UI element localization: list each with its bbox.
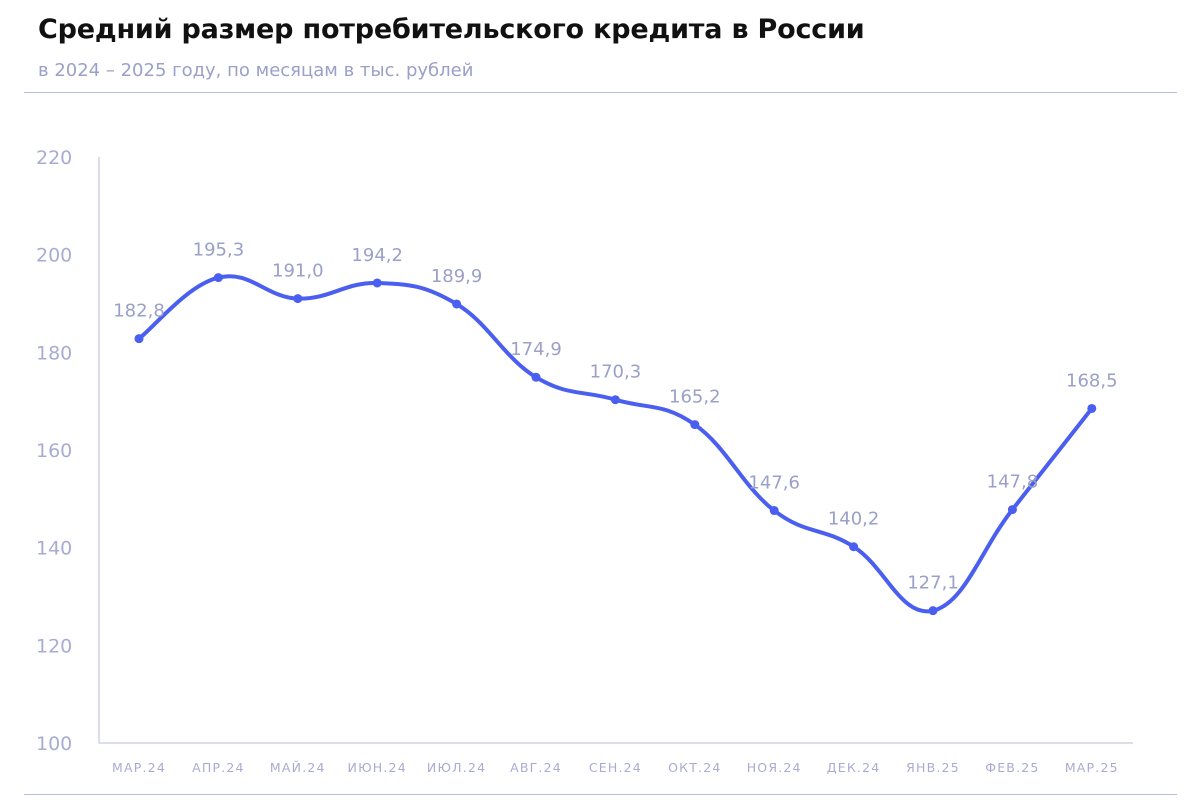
- data-point: [213, 273, 223, 283]
- x-tick-label: ИЮН.24: [348, 760, 407, 775]
- data-label: 182,8: [113, 301, 165, 322]
- chart-subtitle: в 2024 – 2025 году, по месяцам в тыс. ру…: [38, 60, 474, 81]
- chart-title: Средний размер потребительского кредита …: [38, 14, 865, 45]
- x-tick-label: НОЯ.24: [747, 760, 802, 775]
- y-axis: 100 120 140 160 180 200 220: [36, 147, 100, 755]
- data-label: 195,3: [193, 240, 245, 261]
- x-tick-label: ФЕВ.25: [985, 760, 1039, 775]
- data-point: [610, 395, 620, 405]
- x-tick-label: ЯНВ.25: [906, 760, 960, 775]
- data-label: 191,0: [272, 261, 324, 282]
- data-label: 194,2: [351, 245, 403, 266]
- data-label: 127,1: [907, 573, 959, 594]
- series-line: [137, 274, 1094, 614]
- x-tick-label: МАР.25: [1065, 760, 1119, 775]
- y-tick-label: 100: [36, 733, 72, 755]
- x-tick-label: ИЮЛ.24: [427, 760, 486, 775]
- y-tick-label: 220: [36, 147, 72, 169]
- x-tick-label: ОКТ.24: [668, 760, 721, 775]
- data-labels: 182,8 195,3 191,0 194,2 189,9 174,9 170,3 165,2…: [113, 240, 1117, 594]
- data-label: 170,3: [590, 362, 642, 383]
- x-tick-label: СЕН.24: [589, 760, 642, 775]
- y-tick-label: 200: [36, 245, 72, 267]
- bottom-divider: [24, 794, 1177, 795]
- series-line-path: [137, 274, 1094, 614]
- data-point: [293, 294, 303, 304]
- data-label: 168,5: [1066, 370, 1118, 391]
- x-tick-label: МАР.24: [112, 760, 166, 775]
- data-point: [1087, 403, 1097, 413]
- data-points: [134, 273, 1097, 616]
- data-label: 189,9: [431, 266, 483, 287]
- y-tick-label: 140: [36, 538, 72, 560]
- data-label: 147,6: [748, 473, 800, 494]
- data-point: [849, 542, 859, 552]
- data-point: [531, 372, 541, 382]
- data-label: 174,9: [510, 339, 562, 360]
- data-point: [372, 278, 382, 288]
- x-tick-label: АВГ.24: [510, 760, 562, 775]
- x-axis: МАР.24 АПР.24 МАЙ.24 ИЮН.24 ИЮЛ.24 АВГ.24 СЕН.…: [99, 742, 1133, 775]
- y-tick-label: 180: [36, 342, 72, 364]
- data-point: [134, 334, 144, 344]
- data-label: 147,8: [987, 472, 1039, 493]
- data-point: [769, 506, 779, 516]
- data-label: 165,2: [669, 387, 721, 408]
- top-divider: [24, 92, 1177, 93]
- x-tick-label: МАЙ.24: [270, 760, 326, 775]
- data-point: [928, 606, 938, 616]
- y-tick-label: 120: [36, 635, 72, 657]
- x-tick-label: АПР.24: [192, 760, 245, 775]
- x-tick-label: ДЕК.24: [827, 760, 881, 775]
- data-point: [1007, 505, 1017, 515]
- data-label: 140,2: [828, 509, 880, 530]
- data-point: [452, 299, 462, 309]
- data-point: [690, 420, 700, 430]
- y-tick-label: 160: [36, 440, 72, 462]
